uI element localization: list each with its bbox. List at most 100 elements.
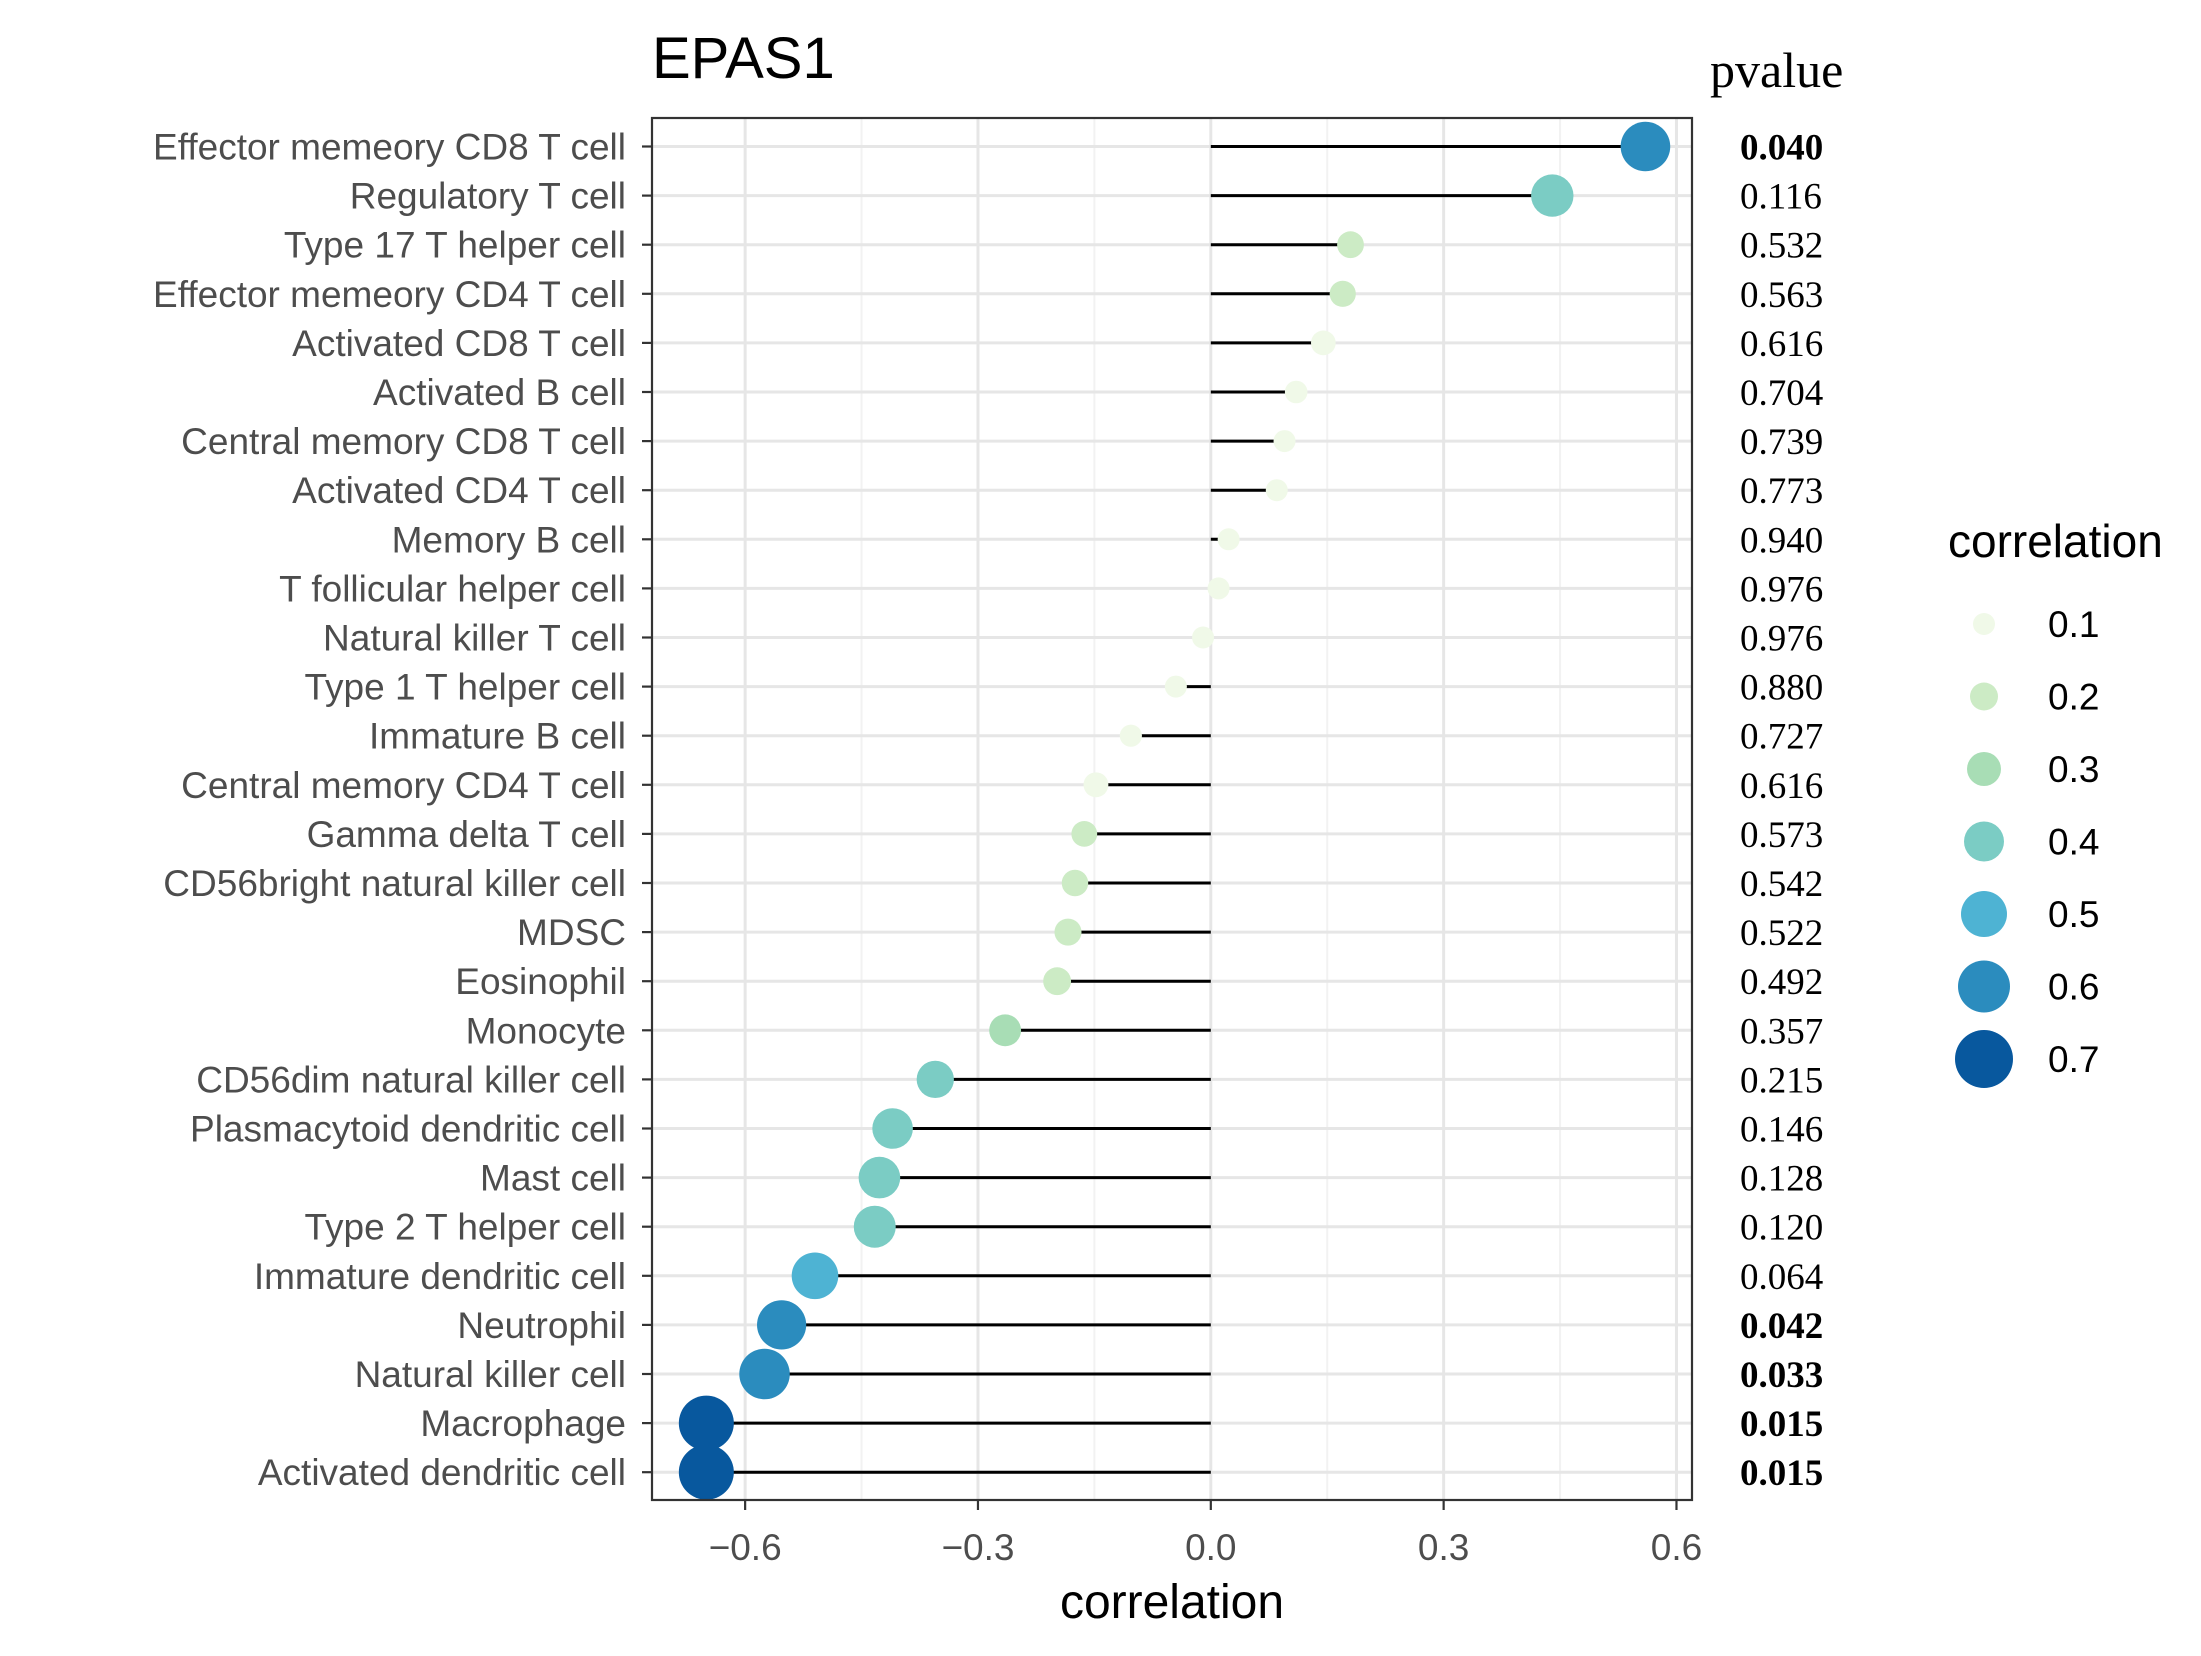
legend-label: 0.4 xyxy=(2048,822,2099,863)
pvalue-label: 0.880 xyxy=(1740,668,1823,709)
y-tick-label: CD56dim natural killer cell xyxy=(196,1059,626,1100)
legend-label: 0.3 xyxy=(2048,749,2099,790)
legend-label: 0.7 xyxy=(2048,1039,2099,1080)
lollipop-dot xyxy=(739,1348,790,1400)
y-tick-label: Activated CD4 T cell xyxy=(292,470,626,511)
y-tick-label: Regulatory T cell xyxy=(350,176,626,217)
lollipop-dot xyxy=(1329,280,1356,307)
pvalue-label: 0.116 xyxy=(1740,177,1822,218)
legend-key xyxy=(1958,960,2010,1013)
y-tick-label: Activated dendritic cell xyxy=(258,1452,626,1493)
pvalue-label: 0.215 xyxy=(1740,1060,1823,1101)
lollipop-dot xyxy=(916,1060,954,1099)
legend-key xyxy=(1970,682,1998,711)
y-tick-label: CD56bright natural killer cell xyxy=(163,863,626,904)
legend-key xyxy=(1955,1030,2013,1088)
x-tick-label: 0.0 xyxy=(1185,1527,1236,1568)
lollipop-dot xyxy=(1531,174,1574,217)
pvalue-label: 0.976 xyxy=(1740,569,1823,610)
pvalue-label: 0.616 xyxy=(1740,324,1823,365)
y-tick-label: Natural killer T cell xyxy=(323,618,626,659)
legend-label: 0.2 xyxy=(2048,677,2099,718)
pvalue-label: 0.940 xyxy=(1740,520,1823,561)
legend-key xyxy=(1964,821,2004,862)
x-axis-title: correlation xyxy=(1060,1576,1284,1629)
y-tick-label: Neutrophil xyxy=(457,1305,626,1346)
y-tick-label: Effector memeory CD4 T cell xyxy=(153,274,626,315)
pvalue-label: 0.015 xyxy=(1740,1453,1823,1494)
pvalue-label: 0.064 xyxy=(1740,1257,1823,1298)
chart-title: EPAS1 xyxy=(652,26,835,91)
lollipop-dot xyxy=(1273,430,1296,453)
y-tick-label: Plasmacytoid dendritic cell xyxy=(190,1109,626,1150)
lollipop-dot xyxy=(678,1444,734,1500)
plot-border xyxy=(650,116,1694,1502)
pvalue-label: 0.616 xyxy=(1740,766,1823,807)
legend-label: 0.5 xyxy=(2048,894,2099,935)
y-tick-label: Type 17 T helper cell xyxy=(284,225,626,266)
dot-layer xyxy=(678,121,1671,1500)
pvalue-label: 0.573 xyxy=(1740,815,1823,856)
legend-key xyxy=(1961,891,2007,937)
legend: correlation 0.1 0.2 0.3 0.4 0.5 0.6 0.7 xyxy=(1948,515,2163,1088)
pvalue-label: 0.773 xyxy=(1740,471,1823,512)
lollipop-dot xyxy=(1207,577,1230,600)
y-tick-label: MDSC xyxy=(517,912,626,953)
legend-label: 0.1 xyxy=(2048,604,2099,645)
pvalue-label: 0.563 xyxy=(1740,275,1823,316)
x-tick-label: 0.3 xyxy=(1418,1527,1469,1568)
y-tick-label: Central memory CD8 T cell xyxy=(181,421,626,462)
lollipop-dot xyxy=(1083,772,1109,798)
pvalue-label: 0.357 xyxy=(1740,1011,1823,1052)
y-tick-label: Activated CD8 T cell xyxy=(292,323,626,364)
lollipop-dot xyxy=(1119,724,1142,747)
lollipop-dot xyxy=(858,1156,901,1199)
pvalue-label: 0.976 xyxy=(1740,619,1823,660)
lollipop-dot xyxy=(1217,528,1240,551)
y-tick-label: Effector memeory CD8 T cell xyxy=(153,127,626,168)
y-tick-label: Memory B cell xyxy=(392,519,626,560)
y-tick-label: Central memory CD4 T cell xyxy=(181,765,626,806)
lollipop-dot xyxy=(1284,380,1308,404)
pvalue-label: 0.042 xyxy=(1740,1306,1823,1347)
pvalue-label: 0.542 xyxy=(1740,864,1823,905)
y-tick-label: Type 1 T helper cell xyxy=(304,667,626,708)
pvalue-label: 0.120 xyxy=(1740,1208,1823,1249)
pvalue-label: 0.146 xyxy=(1740,1110,1823,1151)
lollipop-dot xyxy=(872,1108,913,1149)
lollipop-dot xyxy=(1071,821,1098,847)
pvalue-column: 0.040 0.116 0.532 0.563 0.616 0.704 0.739 0.773… xyxy=(1740,128,1823,1495)
pvalue-label: 0.532 xyxy=(1740,226,1823,267)
pvalue-label: 0.015 xyxy=(1740,1404,1823,1445)
y-tick-label: T follicular helper cell xyxy=(279,568,626,609)
y-tick-label: Eosinophil xyxy=(455,961,626,1002)
lollipop-dot xyxy=(1164,675,1187,698)
y-tick-label: Gamma delta T cell xyxy=(307,814,626,855)
lollipop-dot xyxy=(1043,967,1072,996)
lollipop-dot xyxy=(1192,626,1215,649)
y-tick-label: Natural killer cell xyxy=(355,1354,626,1395)
pvalue-label: 0.704 xyxy=(1740,373,1823,414)
lollipop-dot xyxy=(1310,330,1336,356)
y-tick-label: Monocyte xyxy=(466,1010,626,1051)
lollipop-dot xyxy=(1061,869,1089,897)
y-tick-label: Mast cell xyxy=(480,1158,626,1199)
lollipop-dot xyxy=(1620,121,1671,172)
x-tick-label: −0.6 xyxy=(709,1527,782,1568)
lollipop-dot xyxy=(989,1014,1022,1047)
lollipop-dot xyxy=(678,1395,734,1451)
y-tick-label: Activated B cell xyxy=(373,372,626,413)
legend-label: 0.6 xyxy=(2048,967,2099,1008)
y-tick-label: Immature dendritic cell xyxy=(254,1256,626,1297)
pvalue-label: 0.033 xyxy=(1740,1355,1823,1396)
lollipop-dot xyxy=(791,1252,839,1300)
pvalue-label: 0.128 xyxy=(1740,1159,1823,1200)
pvalue-label: 0.739 xyxy=(1740,422,1823,463)
y-tick-label: Immature B cell xyxy=(369,716,626,757)
x-axis: −0.6 −0.3 0.0 0.3 0.6 xyxy=(709,1500,1702,1568)
lollipop-dot xyxy=(757,1300,807,1350)
pvalue-label: 0.522 xyxy=(1740,913,1823,954)
pvalue-label: 0.492 xyxy=(1740,962,1823,1003)
y-axis: Effector memeory CD8 T cell Regulatory T … xyxy=(153,127,652,1493)
